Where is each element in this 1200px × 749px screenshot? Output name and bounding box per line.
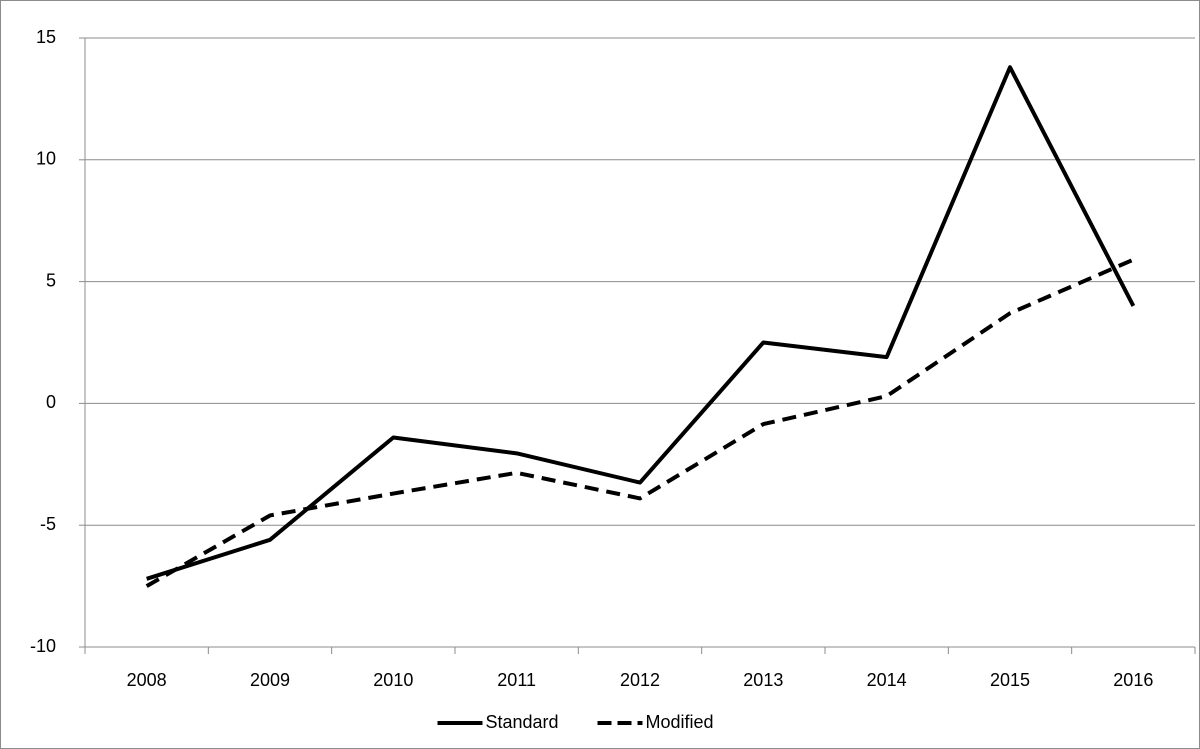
x-tick-label: 2013	[743, 670, 783, 690]
y-tick-label: 10	[36, 149, 56, 169]
y-tick-label: -10	[30, 636, 56, 656]
y-tick-label: -5	[40, 514, 56, 534]
legend-label: Standard	[486, 712, 559, 732]
x-tick-label: 2012	[620, 670, 660, 690]
y-tick-label: 15	[36, 27, 56, 47]
x-tick-label: 2016	[1113, 670, 1153, 690]
x-tick-label: 2011	[497, 670, 536, 690]
x-tick-label: 2014	[867, 670, 907, 690]
series-line	[146, 65, 1136, 581]
y-tick-label: 5	[46, 270, 56, 290]
x-tick-label: 2015	[990, 670, 1030, 690]
series-line	[145, 257, 1135, 588]
y-tick-label: 0	[46, 392, 56, 412]
x-tick-label: 2010	[373, 670, 413, 690]
x-tick-label: 2008	[127, 670, 167, 690]
x-tick-label: 2009	[250, 670, 290, 690]
legend-label: Modified	[646, 712, 714, 732]
